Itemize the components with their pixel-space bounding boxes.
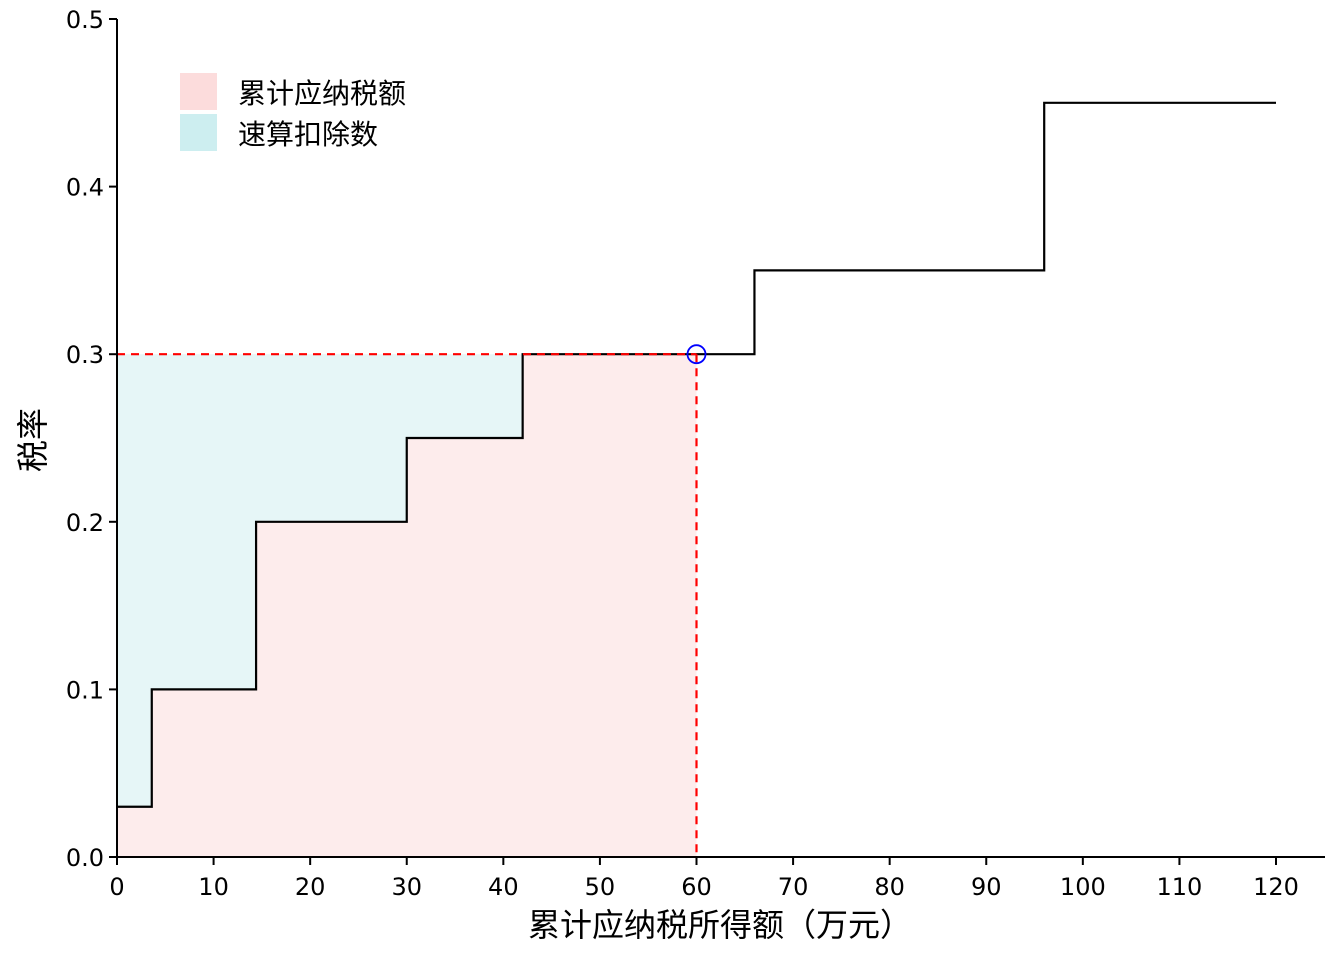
reference-lines: [117, 344, 707, 857]
x-axis-title: 累计应纳税所得额（万元）: [528, 906, 912, 944]
y-tick-label: 0.5: [66, 6, 104, 34]
y-tick-label: 0.0: [66, 844, 104, 872]
x-tick-label: 110: [1157, 873, 1203, 901]
x-tick-label: 20: [295, 873, 326, 901]
x-tick-label: 80: [874, 873, 905, 901]
legend: 累计应纳税额 速算扣除数: [180, 73, 406, 151]
y-tick-label: 0.3: [66, 341, 104, 369]
x-tick-label: 70: [778, 873, 809, 901]
y-tick-label: 0.2: [66, 509, 104, 537]
axes: [116, 19, 1325, 858]
x-axis-ticks: 0 10 20 30 40 50 60 70 80 90 100 110 120: [109, 857, 1299, 901]
tax-rate-step-line: [117, 101, 1276, 808]
x-tick-label: 0: [109, 873, 124, 901]
x-tick-label: 40: [488, 873, 519, 901]
legend-swatch-quick-deduction: [180, 114, 217, 151]
x-tick-label: 100: [1060, 873, 1106, 901]
x-tick-label: 10: [198, 873, 229, 901]
marker-point: [686, 344, 707, 365]
area-cumulative-tax: [117, 354, 697, 857]
legend-label-quick-deduction: 速算扣除数: [238, 118, 378, 151]
x-tick-label: 60: [681, 873, 712, 901]
y-tick-label: 0.1: [66, 676, 104, 704]
legend-label-cumulative-tax: 累计应纳税额: [238, 77, 406, 110]
legend-swatch-cumulative-tax: [180, 73, 217, 110]
area-quick-deduction: [117, 354, 523, 807]
y-tick-label: 0.4: [66, 174, 104, 202]
x-tick-label: 90: [971, 873, 1002, 901]
y-axis-title: 税率: [14, 408, 52, 472]
area-fills: [117, 354, 697, 857]
step-line: [117, 101, 1276, 808]
y-axis-ticks: 0.0 0.1 0.2 0.3 0.4 0.5: [66, 6, 117, 872]
x-tick-label: 120: [1253, 873, 1299, 901]
x-tick-label: 50: [585, 873, 616, 901]
x-tick-label: 30: [391, 873, 422, 901]
